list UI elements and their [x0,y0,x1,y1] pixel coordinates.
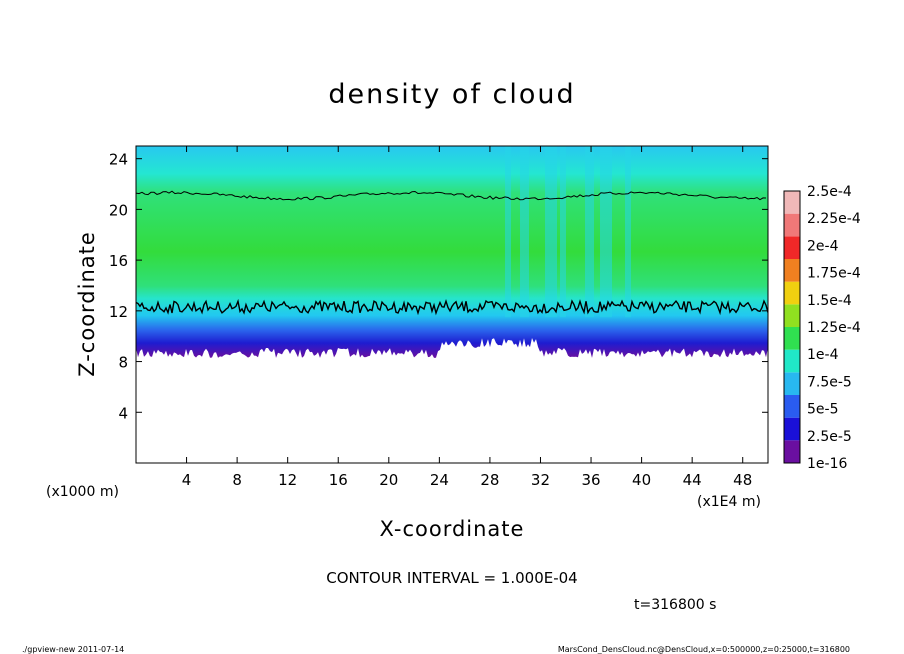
y-axis: 4 8 12 16 20 24 [109,151,768,422]
colorbar-label: 2.25e-4 [807,211,861,227]
colorbar-label: 1e-16 [807,456,847,472]
x-tick-label: 48 [733,471,752,489]
y-tick-label: 24 [109,151,128,169]
x-tick-label: 28 [480,471,499,489]
contour-line-lower [136,298,768,316]
contour-line-upper [136,190,767,201]
y-tick-label: 8 [118,354,128,372]
colorbar-label: 2.5e-4 [807,184,852,200]
y-tick-label: 20 [109,201,128,219]
colorbar-label: 1.5e-4 [807,293,852,309]
cloud-column [520,146,529,318]
x-axis: 4 8 12 16 20 24 28 32 36 40 44 48 [182,146,752,489]
x-tick-label: 4 [182,471,192,489]
y-tick-label: 16 [109,252,128,270]
cloud-column [545,146,557,318]
plot-frame [135,145,769,464]
colorbar-swatch [784,259,800,282]
colorbar-label: 5e-5 [807,402,838,418]
colorbar-swatch [784,417,800,441]
colorbar-swatch [784,191,800,214]
colorbar-swatch [784,440,800,463]
colorbar-label: 1.25e-4 [807,320,861,336]
colorbar-swatch [784,236,800,259]
x-tick-label: 44 [683,471,702,489]
colorbar-swatch [784,349,800,373]
colorbar-swatch [784,281,800,305]
x-tick-label: 40 [632,471,651,489]
cloud-column [505,146,511,318]
plot-area [135,145,769,464]
x-tick-label: 36 [581,471,600,489]
cloud-column [600,146,612,318]
x-axis-label: X-coordinate [380,517,525,541]
x-tick-label: 8 [232,471,242,489]
cloud-column [625,146,631,318]
colorbar-swatch [784,372,800,395]
y-axis-unit: (x1000 m) [46,484,119,500]
colorbar-label: 2.5e-5 [807,429,852,445]
colorbar-label: 2e-4 [807,238,839,254]
time-label: t=316800 s [634,597,716,613]
colorbar-swatch [784,395,800,418]
colorbar-frame [783,190,801,464]
x-tick-label: 24 [430,471,449,489]
chart-title: density of cloud [328,79,575,110]
colorbar-label: 1.75e-4 [807,266,861,282]
x-tick-label: 32 [531,471,550,489]
cloud-column-streaks [505,146,631,318]
colorbar-swatch [784,213,800,237]
colorbar-label: 1e-4 [807,347,839,363]
colorbar-swatch [784,327,800,350]
y-axis-label: Z-coordinate [75,231,99,377]
contour-interval-note: CONTOUR INTERVAL = 1.000E-04 [326,569,577,587]
cloud-density-field [136,146,768,358]
x-tick-label: 20 [379,471,398,489]
colorbar-swatch [784,304,800,327]
x-axis-unit: (x1E4 m) [697,494,761,510]
colorbar-label: 7.5e-5 [807,374,852,390]
footer-right: MarsCond_DensCloud.nc@DensCloud,x=0:5000… [558,645,850,654]
footer-left: ./gpview-new 2011-07-14 [22,645,124,654]
colorbar: 1e-16 2.5e-5 5e-5 7.5e-5 1e-4 1.25e-4 1.5e-4 1.… [783,184,861,472]
x-tick-label: 16 [329,471,348,489]
x-tick-label: 12 [278,471,297,489]
y-tick-label: 12 [109,303,128,321]
cloud-column [560,146,566,318]
cloud-column [585,146,594,318]
y-tick-label: 4 [118,404,128,422]
